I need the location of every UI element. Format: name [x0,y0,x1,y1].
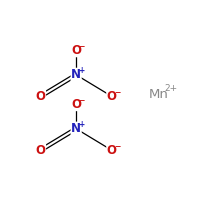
Text: −: − [114,142,121,151]
Text: O: O [71,44,81,57]
Text: −: − [114,88,121,97]
Text: +: + [78,66,84,75]
Text: Mn: Mn [149,88,169,101]
Text: 2+: 2+ [164,84,178,93]
Text: −: − [79,42,85,51]
Text: N: N [71,122,81,135]
Text: +: + [78,120,84,129]
Text: N: N [71,68,81,81]
Text: O: O [36,90,46,103]
Text: O: O [107,90,117,103]
Text: O: O [71,98,81,111]
Text: O: O [107,144,117,157]
Text: O: O [36,144,46,157]
Text: −: − [79,96,85,105]
